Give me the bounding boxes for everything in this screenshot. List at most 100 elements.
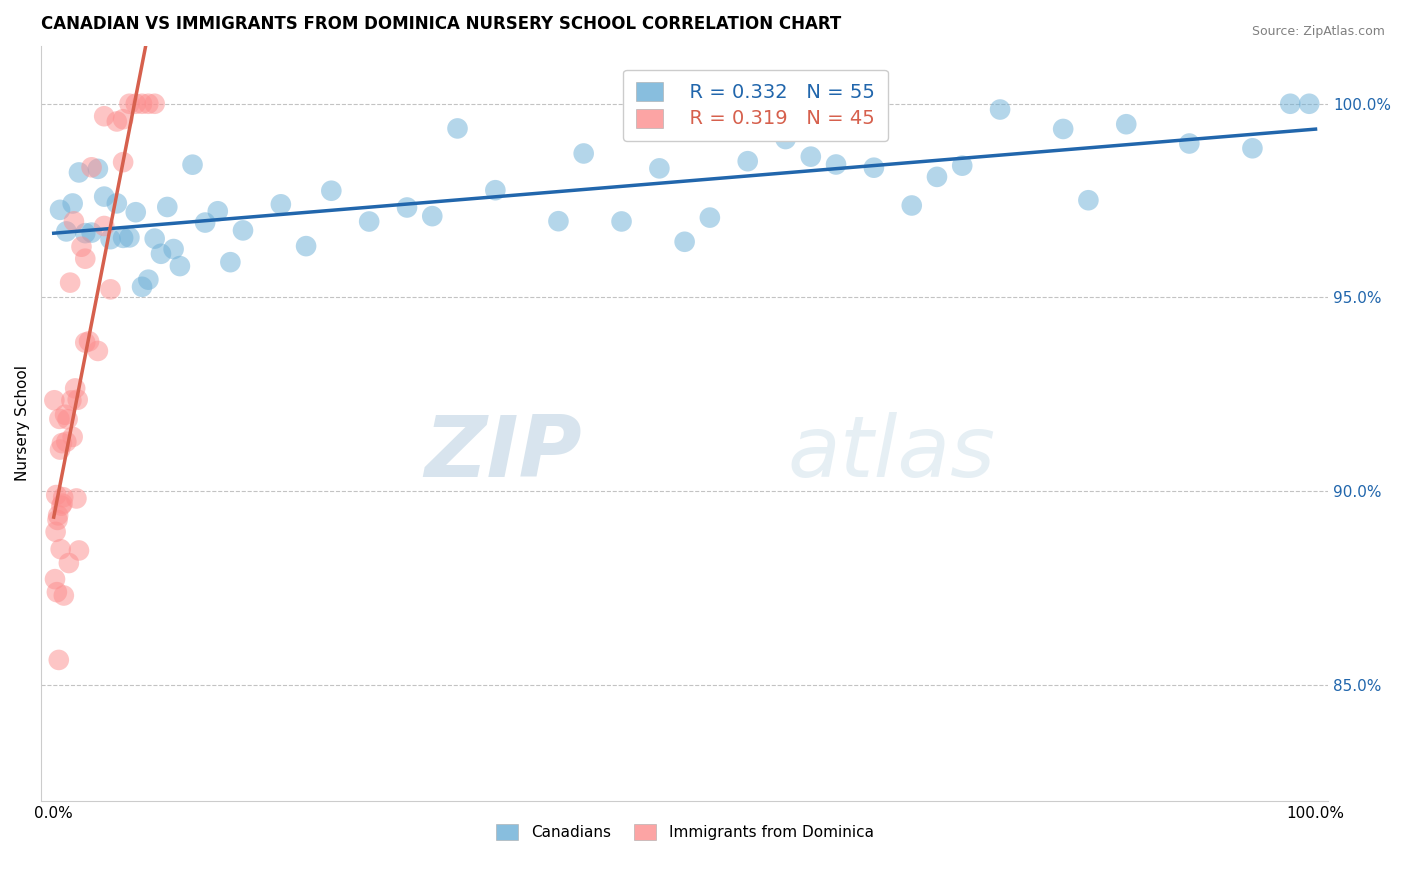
Point bbox=[321, 184, 343, 198]
Point bbox=[48, 653, 70, 667]
Legend: Canadians, Immigrants from Dominica: Canadians, Immigrants from Dominica bbox=[489, 818, 880, 847]
Point bbox=[75, 226, 97, 240]
Point bbox=[51, 436, 73, 450]
Point bbox=[988, 103, 1011, 117]
Y-axis label: Nursery School: Nursery School bbox=[15, 365, 30, 482]
Text: Source: ZipAtlas.com: Source: ZipAtlas.com bbox=[1251, 25, 1385, 38]
Point bbox=[484, 183, 506, 197]
Point bbox=[138, 273, 160, 287]
Text: ZIP: ZIP bbox=[425, 412, 582, 495]
Point bbox=[105, 114, 128, 128]
Point bbox=[48, 412, 70, 426]
Point bbox=[446, 121, 468, 136]
Point bbox=[359, 214, 381, 228]
Point bbox=[1052, 122, 1074, 136]
Point bbox=[46, 508, 69, 523]
Point bbox=[56, 412, 79, 426]
Text: atlas: atlas bbox=[787, 412, 995, 495]
Point bbox=[67, 543, 90, 558]
Point bbox=[143, 232, 166, 246]
Point bbox=[100, 232, 122, 246]
Point bbox=[547, 214, 569, 228]
Point bbox=[45, 488, 67, 502]
Point bbox=[55, 434, 77, 449]
Point bbox=[138, 96, 160, 111]
Point bbox=[93, 219, 115, 233]
Point bbox=[950, 159, 973, 173]
Point bbox=[45, 524, 67, 539]
Point bbox=[105, 196, 128, 211]
Point bbox=[49, 442, 72, 457]
Point bbox=[1178, 136, 1201, 151]
Point bbox=[800, 150, 823, 164]
Point bbox=[737, 154, 759, 169]
Point bbox=[149, 247, 172, 261]
Text: CANADIAN VS IMMIGRANTS FROM DOMINICA NURSERY SCHOOL CORRELATION CHART: CANADIAN VS IMMIGRANTS FROM DOMINICA NUR… bbox=[41, 15, 841, 33]
Point bbox=[131, 96, 153, 111]
Point bbox=[80, 161, 103, 175]
Point bbox=[1241, 141, 1264, 155]
Point bbox=[863, 161, 886, 175]
Point bbox=[59, 276, 82, 290]
Point bbox=[1115, 117, 1137, 131]
Point bbox=[900, 198, 922, 212]
Point bbox=[51, 499, 73, 513]
Point bbox=[70, 240, 93, 254]
Point bbox=[49, 202, 72, 217]
Point bbox=[53, 408, 76, 422]
Point bbox=[100, 282, 122, 296]
Point bbox=[118, 230, 141, 244]
Point bbox=[112, 231, 135, 245]
Point bbox=[75, 252, 97, 266]
Point bbox=[194, 215, 217, 229]
Point bbox=[420, 209, 443, 223]
Point bbox=[52, 589, 75, 603]
Point bbox=[112, 112, 135, 127]
Point bbox=[65, 491, 87, 506]
Point bbox=[699, 211, 721, 225]
Point bbox=[52, 490, 75, 504]
Point bbox=[55, 224, 77, 238]
Point bbox=[131, 280, 153, 294]
Point bbox=[112, 155, 135, 169]
Point bbox=[75, 335, 97, 350]
Point bbox=[395, 201, 418, 215]
Point bbox=[49, 542, 72, 557]
Point bbox=[169, 259, 191, 273]
Point bbox=[63, 381, 86, 395]
Point bbox=[207, 204, 229, 219]
Point bbox=[77, 334, 100, 349]
Point bbox=[93, 109, 115, 123]
Point bbox=[219, 255, 242, 269]
Point bbox=[67, 165, 90, 179]
Point bbox=[610, 214, 633, 228]
Point bbox=[181, 158, 204, 172]
Point bbox=[45, 585, 67, 599]
Point bbox=[125, 96, 148, 111]
Point bbox=[648, 161, 671, 176]
Point bbox=[80, 226, 103, 240]
Point bbox=[1077, 193, 1099, 207]
Point bbox=[60, 393, 83, 408]
Point bbox=[673, 235, 696, 249]
Point bbox=[62, 430, 84, 444]
Point bbox=[775, 132, 797, 146]
Point bbox=[143, 96, 166, 111]
Point bbox=[1298, 96, 1320, 111]
Point bbox=[572, 146, 595, 161]
Point bbox=[63, 214, 86, 228]
Point bbox=[118, 96, 141, 111]
Point bbox=[66, 392, 89, 407]
Point bbox=[925, 169, 948, 184]
Point bbox=[270, 197, 292, 211]
Point bbox=[51, 497, 73, 511]
Point bbox=[825, 157, 848, 171]
Point bbox=[58, 556, 80, 570]
Point bbox=[162, 242, 184, 256]
Point bbox=[156, 200, 179, 214]
Point bbox=[125, 205, 148, 219]
Point bbox=[93, 189, 115, 203]
Point bbox=[44, 393, 66, 408]
Point bbox=[87, 343, 110, 358]
Point bbox=[295, 239, 318, 253]
